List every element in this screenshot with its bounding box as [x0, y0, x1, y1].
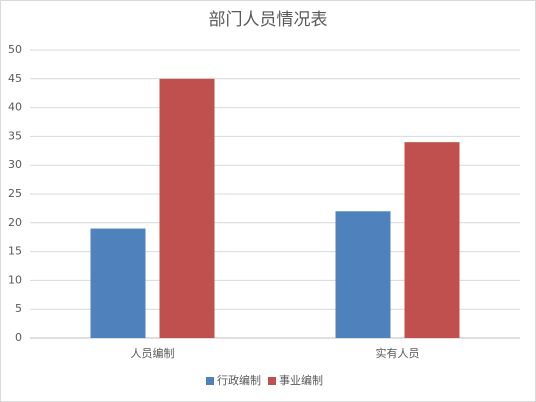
y-tick-label: 0	[15, 331, 22, 344]
y-tick-label: 30	[8, 158, 22, 171]
y-tick-label: 25	[8, 187, 22, 200]
x-tick-label: 人员编制	[131, 346, 175, 360]
y-tick-label: 15	[8, 245, 22, 258]
y-tick-label: 20	[8, 216, 22, 229]
y-tick-label: 10	[8, 273, 22, 286]
chart-title: 部门人员情况表	[209, 10, 328, 30]
bar	[335, 211, 391, 338]
legend-swatch	[268, 377, 276, 385]
y-tick-label: 35	[8, 129, 22, 142]
bar	[404, 142, 460, 338]
y-tick-label: 45	[8, 72, 22, 85]
y-tick-label: 40	[8, 101, 22, 114]
legend-label: 行政编制	[217, 373, 261, 387]
bar	[90, 228, 146, 338]
y-tick-label: 50	[8, 43, 22, 56]
bar	[159, 78, 215, 339]
legend-swatch	[206, 377, 214, 385]
legend-label: 事业编制	[279, 373, 323, 387]
y-tick-label: 5	[15, 302, 22, 315]
x-tick-label: 实有人员	[376, 346, 420, 360]
